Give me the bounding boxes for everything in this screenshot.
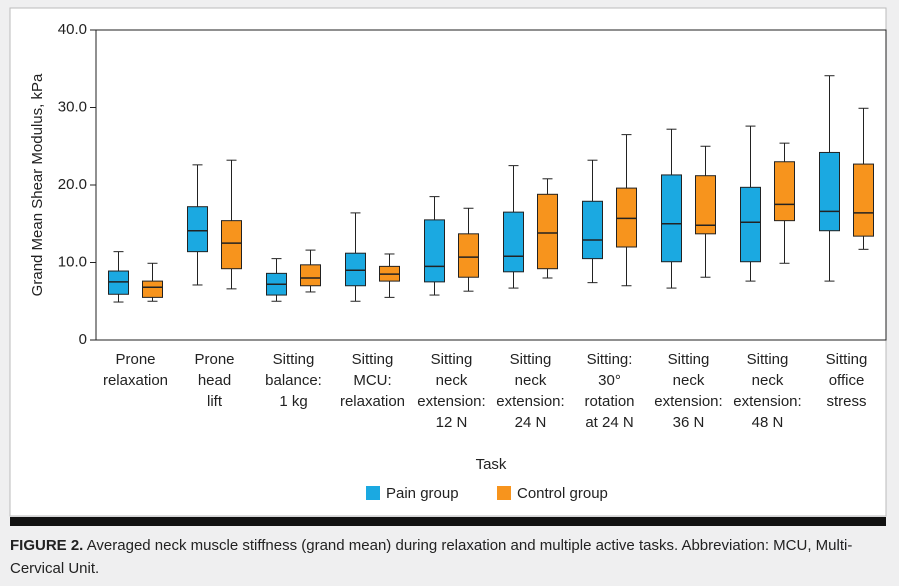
box — [661, 174, 682, 263]
box — [819, 151, 840, 232]
x-tick-label: at 24 N — [585, 414, 633, 431]
x-tick-label: 12 N — [436, 414, 468, 431]
x-tick-label: Sitting — [273, 351, 315, 368]
caption-text: Averaged neck muscle stiffness (grand me… — [10, 537, 853, 577]
y-axis-label: Grand Mean Shear Modulus, kPa — [29, 73, 46, 296]
x-tick-label: 36 N — [673, 414, 705, 431]
y-tick-label: 20.0 — [58, 176, 87, 193]
box — [142, 280, 163, 298]
y-tick-label: 40.0 — [58, 21, 87, 38]
x-tick-label: neck — [515, 372, 547, 389]
y-tick-label: 10.0 — [58, 253, 87, 270]
x-tick-label: rotation — [584, 393, 634, 410]
x-tick-label: Sitting — [668, 351, 710, 368]
box — [853, 163, 874, 237]
y-tick-label: 0 — [79, 331, 87, 348]
box — [345, 252, 366, 287]
box — [108, 270, 129, 295]
box — [582, 200, 603, 260]
x-tick-label: relaxation — [340, 393, 405, 410]
box — [458, 233, 479, 278]
x-tick-label: extension: — [417, 393, 485, 410]
x-tick-label: extension: — [733, 393, 801, 410]
x-tick-label: neck — [752, 372, 784, 389]
x-tick-label: Prone — [115, 351, 155, 368]
x-tick-label: 1 kg — [279, 393, 307, 410]
legend-label: Pain group — [386, 485, 459, 502]
x-tick-label: neck — [673, 372, 705, 389]
x-tick-label: Sitting — [510, 351, 552, 368]
caption: FIGURE 2. Averaged neck muscle stiffness… — [10, 534, 886, 580]
box — [187, 206, 208, 253]
x-tick-label: Sitting — [431, 351, 473, 368]
caption-rule — [10, 517, 886, 526]
box — [774, 161, 795, 222]
caption-label: FIGURE 2. — [10, 537, 84, 554]
box — [424, 219, 445, 283]
legend-swatch — [497, 486, 511, 500]
x-tick-label: extension: — [496, 393, 564, 410]
x-tick-label: balance: — [265, 372, 322, 389]
legend-label: Control group — [517, 485, 608, 502]
legend-swatch — [366, 486, 380, 500]
x-tick-label: MCU: — [353, 372, 391, 389]
x-tick-label: Sitting: — [587, 351, 633, 368]
x-tick-label: Sitting — [747, 351, 789, 368]
x-tick-label: Sitting — [352, 351, 394, 368]
y-tick-label: 30.0 — [58, 98, 87, 115]
x-axis-label: Task — [476, 456, 507, 473]
x-tick-label: office — [829, 372, 865, 389]
x-tick-label: relaxation — [103, 372, 168, 389]
box — [503, 211, 524, 273]
x-tick-label: 24 N — [515, 414, 547, 431]
x-tick-label: lift — [207, 393, 223, 410]
x-tick-label: 48 N — [752, 414, 784, 431]
box — [300, 264, 321, 287]
x-tick-label: head — [198, 372, 231, 389]
box — [695, 175, 716, 235]
x-tick-label: neck — [436, 372, 468, 389]
box — [740, 186, 761, 263]
x-tick-label: extension: — [654, 393, 722, 410]
box — [221, 220, 242, 270]
x-tick-label: Prone — [194, 351, 234, 368]
box — [616, 187, 637, 248]
box — [537, 193, 558, 270]
x-tick-label: Sitting — [826, 351, 868, 368]
x-tick-label: 30° — [598, 372, 621, 389]
chart: Grand Mean Shear Modulus, kPa Task 0 10.0… — [9, 7, 887, 526]
x-tick-label: stress — [826, 393, 866, 410]
